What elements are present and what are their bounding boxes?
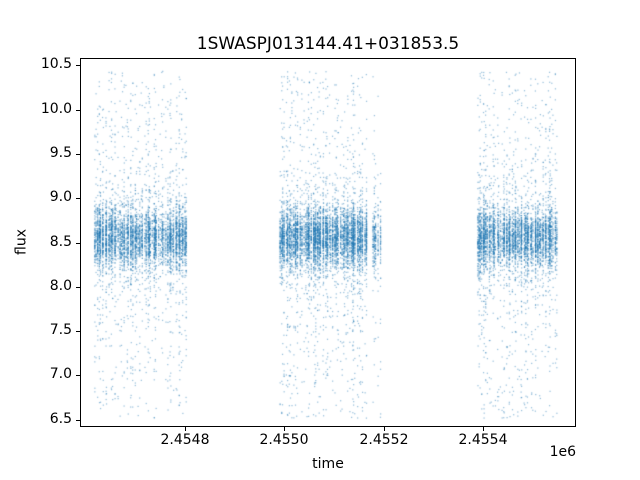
x-tick-mark	[384, 427, 385, 431]
y-tick-label: 7.0	[49, 366, 72, 382]
y-tick-mark	[76, 198, 80, 199]
y-tick-mark	[76, 154, 80, 155]
y-tick-mark	[76, 375, 80, 376]
x-tick-label: 2.4554	[458, 432, 508, 448]
y-tick-label: 10.0	[40, 101, 72, 117]
x-tick-label: 2.4550	[259, 432, 309, 448]
y-tick-mark	[76, 420, 80, 421]
y-tick-mark	[76, 287, 80, 288]
y-tick-label: 6.5	[49, 411, 72, 427]
y-tick-label: 9.5	[49, 145, 72, 161]
y-tick-label: 10.5	[40, 56, 72, 72]
x-axis-label: time	[312, 456, 344, 472]
y-tick-mark	[76, 65, 80, 66]
x-tick-mark	[185, 427, 186, 431]
x-axis-offset-label: 1e6	[549, 444, 576, 460]
y-tick-mark	[76, 243, 80, 244]
y-tick-label: 7.5	[49, 322, 72, 338]
y-tick-label: 8.0	[49, 278, 72, 294]
y-tick-label: 9.0	[49, 189, 72, 205]
scatter-points-canvas	[81, 59, 575, 426]
y-tick-mark	[76, 110, 80, 111]
plot-area	[80, 58, 576, 427]
x-tick-mark	[284, 427, 285, 431]
y-tick-mark	[76, 331, 80, 332]
chart-title: 1SWASPJ013144.41+031853.5	[196, 34, 460, 54]
y-tick-label: 8.5	[49, 234, 72, 250]
x-tick-label: 2.4552	[359, 432, 409, 448]
x-tick-label: 2.4548	[160, 432, 210, 448]
x-tick-mark	[483, 427, 484, 431]
